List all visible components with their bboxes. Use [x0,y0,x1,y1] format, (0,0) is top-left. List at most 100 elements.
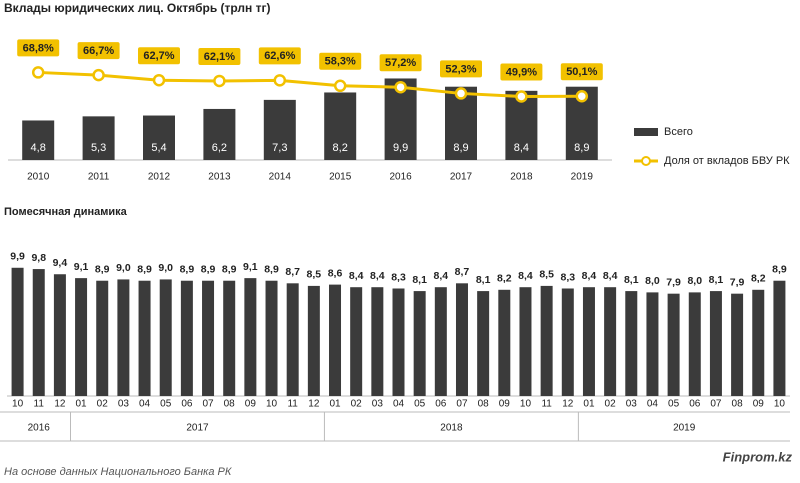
line-marker [273,74,287,87]
x-tick-label: 2019 [571,172,594,183]
data-label: 8,4 [349,270,364,282]
bar [582,287,595,396]
bar [519,287,532,396]
line-marker [152,73,166,87]
x-tick-label: 02 [351,399,363,410]
label-box [319,52,362,70]
data-label: 68,8% [23,42,54,54]
x-tick-label: 2011 [88,172,110,183]
x-tick-label: 2016 [389,172,412,183]
data-label: 9,8 [31,252,46,264]
x-tick-label: 03 [372,399,384,410]
line-marker [333,79,347,93]
bar [752,289,765,396]
data-label: 8,9 [453,142,468,154]
bar [709,291,722,396]
brand: Finprom.kz [723,449,793,464]
x-tick-label: 11 [287,399,298,410]
bar [265,280,278,396]
bar [307,285,320,396]
bar [392,288,405,396]
line-marker [92,68,105,82]
x-tick-label: 2014 [269,172,292,183]
data-label: 8,1 [476,274,491,286]
group-label: 2016 [28,423,51,434]
bar [324,92,357,160]
bar [646,292,659,396]
x-tick-label: 07 [456,399,468,410]
label-box [379,54,422,72]
legend-swatch [641,156,651,166]
line-marker [394,80,407,94]
bar [180,280,193,396]
x-tick-label: 2012 [148,172,171,183]
bar [455,283,468,396]
data-label: 8,4 [582,270,597,282]
legend-swatch [634,128,658,136]
data-label: 62,6% [264,50,295,62]
data-label: 8,9 [772,264,787,276]
x-tick-label: 02 [97,399,109,410]
x-tick-label: 2018 [510,172,533,183]
bar [203,108,236,160]
bar [773,280,786,396]
x-tick-label: 10 [12,399,24,410]
data-label: 8,3 [560,271,575,283]
x-tick-label: 03 [626,399,638,410]
data-label: 58,3% [325,56,356,68]
line-marker [515,90,528,103]
bar [561,288,574,396]
x-tick-label: 01 [76,399,88,410]
x-tick-label: 01 [329,399,341,410]
data-label: 8,2 [751,273,766,285]
data-label: 8,9 [264,264,279,276]
bar [11,267,24,396]
data-label: 8,9 [95,264,110,276]
data-label: 8,2 [333,142,348,154]
bar [413,291,426,396]
data-label: 8,9 [180,264,195,276]
x-tick-label: 10 [774,399,786,410]
data-label: 9,1 [243,261,258,273]
label-box [258,47,301,65]
line [38,70,582,98]
legend-label: Всего [664,126,693,138]
bar [143,115,175,160]
data-label: 9,0 [158,262,173,274]
data-label: 8,1 [709,274,724,286]
bar [371,287,384,396]
x-tick-label: 11 [541,399,552,410]
data-label: 8,0 [687,275,702,287]
data-label: 8,7 [455,266,470,278]
x-tick-label: 01 [583,399,595,410]
bar [625,291,638,396]
data-label: 4,8 [31,142,46,154]
data-label: 9,9 [393,142,408,154]
bar [202,280,215,396]
x-tick-label: 2013 [208,172,231,183]
label-box [198,47,241,65]
bar [138,280,151,396]
x-tick-label: 09 [499,399,511,410]
data-label: 9,9 [10,251,25,263]
x-tick-label: 10 [520,399,532,410]
bar [75,278,88,396]
label-box [77,42,120,60]
data-label: 7,9 [666,276,681,288]
data-label: 8,6 [328,267,343,279]
x-tick-label: 04 [393,399,405,410]
group-label: 2017 [186,423,209,434]
x-tick-label: 03 [118,399,130,410]
x-tick-label: 07 [710,399,722,410]
data-label: 8,5 [539,269,554,281]
data-label: 8,4 [518,270,533,282]
x-tick-label: 2015 [329,172,352,183]
bar [263,99,296,160]
source-note: На основе данных Национального Банка РК [4,466,232,478]
bar [498,289,511,396]
data-label: 9,1 [74,261,89,273]
data-label: 8,1 [624,274,639,286]
x-tick-label: 05 [414,399,426,410]
line-marker [575,89,589,103]
